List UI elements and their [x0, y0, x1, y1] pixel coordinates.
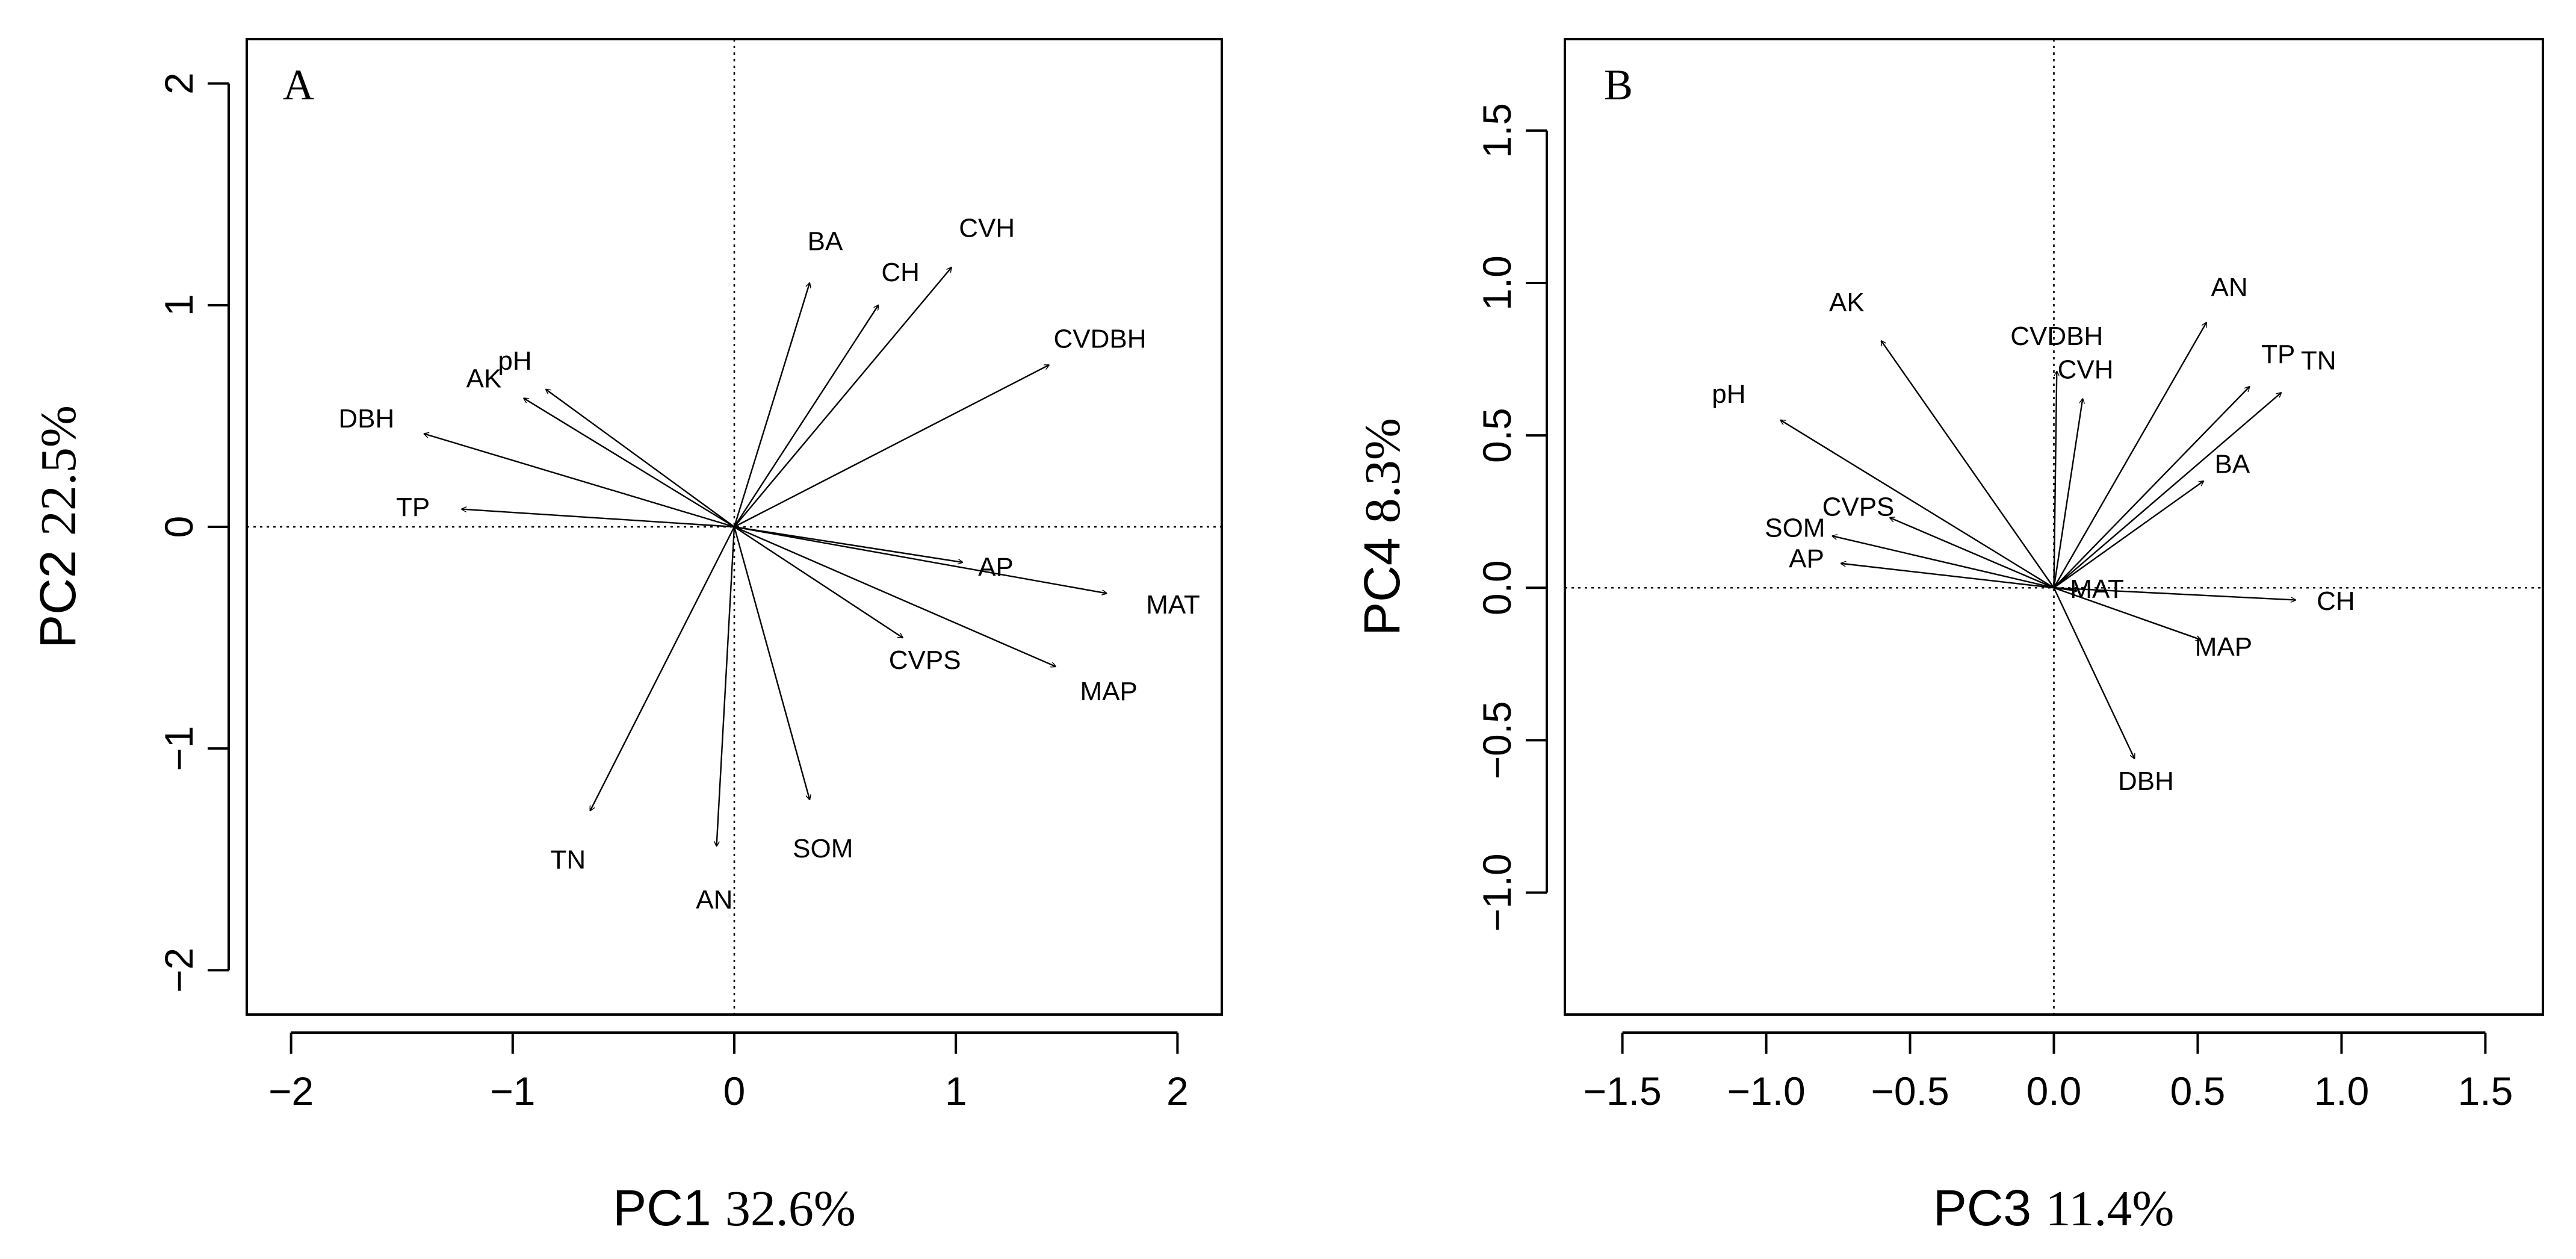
panel-a-x-tick-label: −2: [268, 1069, 314, 1113]
panel-b-arrow-label-ak: AK: [1829, 288, 1865, 317]
panel-a-arrow-label-ap: AP: [978, 553, 1014, 582]
panel-a-arrow-label-dbh: DBH: [338, 404, 394, 434]
panel-b-arrow-cvh: [2053, 399, 2083, 588]
panel-b-arrow-label-ap: AP: [1789, 544, 1824, 573]
panel-b-x-tick-label: −0.5: [1871, 1069, 1949, 1113]
panel-b-x-axis-title: PC3 11.4%: [1933, 1180, 2175, 1237]
panel-b-arrow-label-ba: BA: [2214, 449, 2250, 479]
panel-a-y-axis-title: PC2 22.5%: [29, 405, 87, 648]
panel-a-arrow-label-cvh: CVH: [959, 213, 1015, 243]
panel-b-arrow-label-cvh: CVH: [2058, 355, 2114, 384]
panel-b-y-axis-title: PC4 8.3%: [1354, 418, 1411, 636]
panel-b: B −1.5 −1.0 −0.5 0.0 0.5 1.0 1.5 −1.0 −0.5 0.0 0.…: [1354, 38, 2544, 1237]
panel-a-arrow-label-map: MAP: [1080, 677, 1138, 706]
panel-b-y-tick-label: −1.0: [1475, 853, 1519, 931]
panel-a-arrow-ap: [734, 526, 962, 562]
panel-a-arrow-som: [733, 526, 810, 800]
panel-b-x-tick-label: −1.5: [1583, 1069, 1661, 1113]
panel-b-arrow-cvdbh: [2053, 371, 2057, 588]
panel-b-arrow-label-map: MAP: [2195, 632, 2252, 662]
panel-a-x-tick-label: −1: [490, 1069, 535, 1113]
panel-a-arrow-map: [734, 526, 1056, 667]
panel-a-arrow-mat: [734, 526, 1107, 593]
panel-b-arrow-label-som: SOM: [1765, 514, 1825, 543]
panel-b-x-tick-label: 0.0: [2026, 1069, 2082, 1113]
panel-b-label: B: [1604, 61, 1633, 109]
panel-b-arrow-dbh: [2053, 587, 2135, 759]
panel-a-arrow-label-ch: CH: [881, 258, 920, 287]
panel-b-arrow-an: [2053, 323, 2206, 588]
panel-a-arrow-cvps: [734, 526, 903, 638]
panel-a-arrow-label-an: AN: [696, 885, 732, 915]
panel-a-y-tick-label: −1: [156, 726, 201, 771]
panel-b-arrow-label-cvps: CVPS: [1822, 492, 1895, 521]
panel-a-arrow-label-tp: TP: [396, 493, 430, 522]
panel-a-y-tick-label: −2: [156, 948, 201, 993]
panel-b-arrow-tp: [2053, 387, 2250, 589]
panel-a-arrow-an: [717, 526, 735, 846]
panel-b-y-tick-label: 0.5: [1475, 408, 1519, 463]
panel-a-arrow-ba: [733, 283, 810, 527]
panel-b-x-tick-label: −1.0: [1727, 1069, 1805, 1113]
panel-a-arrow-dbh: [424, 434, 735, 528]
panel-b-y-tick-label: −0.5: [1475, 701, 1519, 779]
panel-a-arrow-cvh: [734, 267, 952, 527]
panel-a-x-tick-label: 0: [723, 1069, 746, 1113]
panel-a-arrow-ch: [733, 305, 878, 527]
panel-b-arrow-label-tn: TN: [2301, 346, 2336, 375]
panel-b-y-tick-label: 1.5: [1475, 103, 1519, 158]
panel-b-arrow-ak: [1881, 341, 2055, 588]
panel-b-x-tick-label: 1.5: [2458, 1069, 2513, 1113]
panel-b-arrow-ba: [2053, 481, 2204, 589]
panel-a-arrow-tn: [590, 526, 735, 810]
panel-b-arrow-label-cvdbh: CVDBH: [2010, 322, 2103, 351]
panel-a-arrow-label-ak: AK: [466, 364, 502, 394]
panel-a-x-tick-label: 1: [945, 1069, 967, 1113]
panel-a-arrow-ak: [524, 398, 735, 528]
panel-b-arrow-label-tp: TP: [2261, 340, 2295, 369]
panel-b-y-tick-label: 0.0: [1475, 560, 1519, 615]
panel-a-y-tick-label: 0: [156, 516, 201, 538]
panel-a-arrow-label-cvps: CVPS: [889, 645, 961, 675]
panel-a-arrow-label-cvdbh: CVDBH: [1053, 324, 1146, 353]
panel-b-y-axis: −1.0 −0.5 0.0 0.5 1.0 1.5: [1475, 103, 1548, 932]
panel-a-y-tick-label: 2: [156, 72, 201, 95]
panel-b-arrow-label-ph: pH: [1712, 379, 1745, 409]
panel-b-x-tick-label: 0.5: [2170, 1069, 2226, 1113]
panel-b-arrow-ph: [1780, 420, 2055, 589]
panel-b-y-tick-label: 1.0: [1475, 255, 1519, 311]
panel-b-arrow-label-ch: CH: [2317, 586, 2355, 616]
panel-b-arrow-tn: [2053, 393, 2282, 589]
panel-b-arrow-cvps: [1890, 518, 2054, 589]
panel-a-arrow-label-tn: TN: [551, 845, 586, 875]
panel-a-arrow-label-som: SOM: [793, 834, 853, 863]
panel-a-arrow-label-ph: pH: [498, 346, 531, 376]
panel-b-x-tick-label: 1.0: [2314, 1069, 2370, 1113]
panel-b-x-axis: −1.5 −1.0 −0.5 0.0 0.5 1.0 1.5: [1583, 1031, 2513, 1113]
panel-a-x-tick-label: 2: [1166, 1069, 1189, 1113]
panel-b-arrow-map: [2054, 587, 2201, 639]
panel-a-arrow-ph: [546, 390, 735, 527]
panel-a-arrow-tp: [462, 509, 735, 528]
panel-a-y-axis: −2 −1 0 1 2: [156, 72, 230, 993]
panel-a-x-axis-title: PC1 32.6%: [613, 1180, 856, 1237]
panel-b-arrow-som: [1832, 536, 2054, 589]
panel-a-label: A: [283, 61, 314, 109]
panel-a-arrow-label-mat: MAT: [1146, 590, 1200, 620]
panel-b-arrow-ch: [2054, 587, 2296, 600]
panel-a-x-axis: −2 −1 0 1 2: [268, 1031, 1189, 1113]
panel-b-arrow-ap: [1841, 564, 2054, 589]
panel-b-arrow-label-dbh: DBH: [2118, 766, 2174, 796]
panel-a-arrow-label-ba: BA: [808, 226, 843, 256]
panel-a-y-tick-label: 1: [156, 294, 201, 316]
panel-a-arrow-cvdbh: [734, 365, 1049, 528]
panel-b-arrow-label-an: AN: [2211, 273, 2247, 302]
